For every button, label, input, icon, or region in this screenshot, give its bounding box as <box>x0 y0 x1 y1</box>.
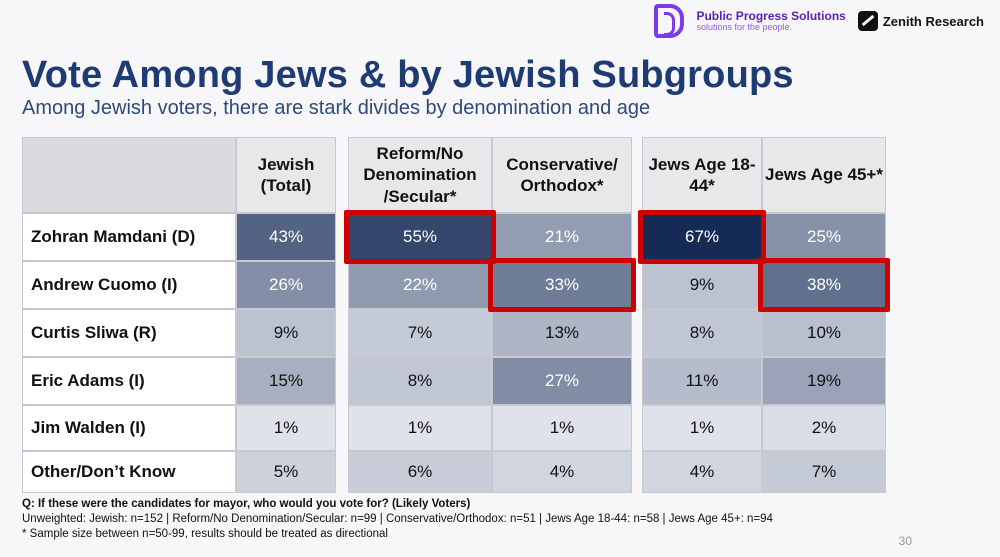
value-cell: 2% <box>762 405 886 451</box>
value-cell: 33% <box>492 261 632 309</box>
highlight-box <box>488 258 636 312</box>
value-cell: 1% <box>236 405 336 451</box>
zenith-logo: Zenith Research <box>857 11 984 31</box>
value-cell: 6% <box>348 451 492 493</box>
column-header: Jewish (Total) <box>236 137 336 213</box>
value-cell: 25% <box>762 213 886 261</box>
value-cell: 15% <box>236 357 336 405</box>
value-cell: 11% <box>642 357 762 405</box>
value-cell: 7% <box>762 451 886 493</box>
row-label: Other/Don’t Know <box>22 451 236 493</box>
value-cell: 8% <box>642 309 762 357</box>
value-cell: 4% <box>492 451 632 493</box>
column-header: Jews Age 18-44* <box>642 137 762 213</box>
page-title: Vote Among Jews & by Jewish Subgroups <box>22 54 794 96</box>
column-header: Reform/No Denomination /Secular* <box>348 137 492 213</box>
row-label: Curtis Sliwa (R) <box>22 309 236 357</box>
page-subtitle: Among Jewish voters, there are stark div… <box>22 97 651 119</box>
footer-unweighted: Unweighted: Jewish: n=152 | Reform/No De… <box>22 512 773 525</box>
pps-logo-text: Public Progress Solutions solutions for … <box>696 10 845 32</box>
row-label: Zohran Mamdani (D) <box>22 213 236 261</box>
value-cell: 26% <box>236 261 336 309</box>
value-cell: 10% <box>762 309 886 357</box>
pps-name: Public Progress Solutions <box>696 8 846 23</box>
results-table: Jewish (Total) Reform/No Denomination /Se… <box>22 137 890 493</box>
pps-logo-icon <box>654 4 685 38</box>
column-header: Jews Age 45+* <box>762 137 886 213</box>
footer-notes: Q: If these were the candidates for mayo… <box>22 497 773 542</box>
footer-note: * Sample size between n=50-99, results s… <box>22 527 388 540</box>
value-cell: 5% <box>236 451 336 493</box>
zenith-name: Zenith Research <box>882 13 984 29</box>
value-cell: 4% <box>642 451 762 493</box>
value-cell: 21% <box>492 213 632 261</box>
value-cell: 1% <box>642 405 762 451</box>
value-cell: 43% <box>236 213 336 261</box>
logo-area: Public Progress Solutions solutions for … <box>654 4 984 38</box>
highlight-box <box>344 210 496 264</box>
value-cell: 9% <box>236 309 336 357</box>
highlight-box <box>758 258 890 312</box>
table-corner <box>22 137 236 213</box>
column-header: Conservative/ Orthodox* <box>492 137 632 213</box>
page-number: 30 <box>898 534 912 548</box>
value-cell: 1% <box>348 405 492 451</box>
value-cell: 27% <box>492 357 632 405</box>
row-label: Eric Adams (I) <box>22 357 236 405</box>
value-cell: 1% <box>492 405 632 451</box>
highlight-box <box>638 210 766 264</box>
value-cell: 19% <box>762 357 886 405</box>
row-label: Andrew Cuomo (I) <box>22 261 236 309</box>
zenith-icon <box>857 11 878 31</box>
value-cell: 55% <box>348 213 492 261</box>
footer-question: Q: If these were the candidates for mayo… <box>22 498 471 510</box>
pps-tagline: solutions for the people. <box>696 21 793 32</box>
value-cell: 7% <box>348 309 492 357</box>
value-cell: 9% <box>642 261 762 309</box>
value-cell: 13% <box>492 309 632 357</box>
value-cell: 22% <box>348 261 492 309</box>
value-cell: 8% <box>348 357 492 405</box>
row-label: Jim Walden (I) <box>22 405 236 451</box>
